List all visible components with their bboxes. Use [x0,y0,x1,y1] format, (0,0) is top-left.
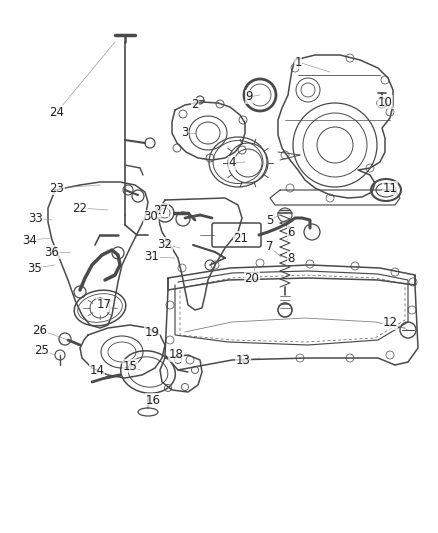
Text: 17: 17 [96,298,112,311]
Text: 4: 4 [228,157,236,169]
Text: 15: 15 [123,359,138,373]
Text: 1: 1 [294,55,302,69]
Text: 27: 27 [153,204,169,216]
Text: 9: 9 [245,91,253,103]
Text: 3: 3 [181,126,189,140]
Text: 26: 26 [32,324,47,336]
Text: 21: 21 [233,231,248,245]
Text: 20: 20 [244,271,259,285]
Text: 18: 18 [169,349,184,361]
Text: 11: 11 [382,182,398,195]
Text: 14: 14 [89,364,105,376]
Text: 33: 33 [28,212,43,224]
Text: 25: 25 [35,343,49,357]
Text: 6: 6 [287,225,295,238]
Text: 13: 13 [236,353,251,367]
Text: 36: 36 [45,246,60,259]
Text: 22: 22 [73,201,88,214]
Text: 24: 24 [49,106,64,118]
Text: 31: 31 [145,251,159,263]
Text: 32: 32 [158,238,173,251]
Text: 12: 12 [382,317,398,329]
Text: 19: 19 [145,326,159,338]
Text: 23: 23 [49,182,64,195]
Text: 34: 34 [23,233,37,246]
Text: 35: 35 [28,262,42,274]
Text: 2: 2 [191,99,199,111]
Text: 5: 5 [266,214,274,227]
Text: 10: 10 [378,95,392,109]
Text: 30: 30 [144,211,159,223]
Text: 7: 7 [266,240,274,254]
Text: 8: 8 [287,252,295,264]
Text: 16: 16 [145,393,160,407]
